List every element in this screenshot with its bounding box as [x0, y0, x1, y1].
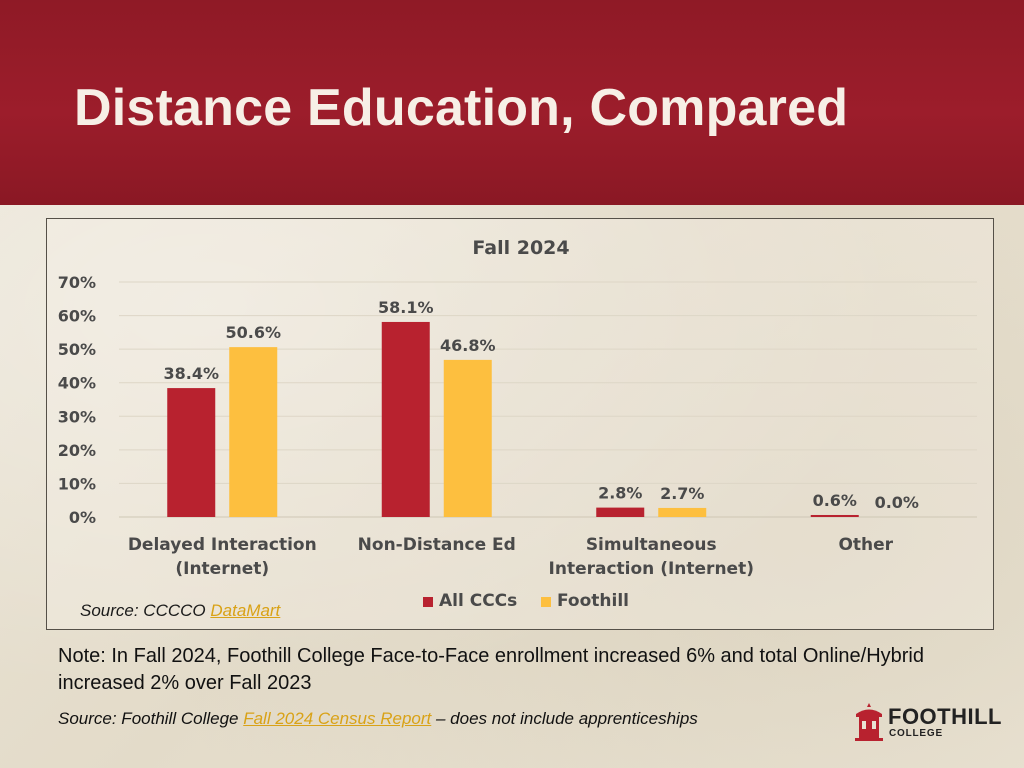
- footer-source-suffix: – does not include apprenticeships: [431, 709, 698, 728]
- legend-label: All CCCs: [439, 591, 517, 611]
- bar-all-cccs: [381, 321, 430, 517]
- tower-icon: [855, 703, 883, 741]
- logo-wordmark: FOOTHILL: [888, 704, 1002, 729]
- bar-all-cccs: [810, 514, 859, 517]
- data-label: 2.8%: [598, 484, 642, 503]
- data-label: 38.4%: [163, 364, 219, 383]
- data-label: 46.8%: [440, 336, 496, 355]
- legend-swatch: [541, 597, 551, 607]
- category-label: Non-Distance Ed: [358, 535, 516, 555]
- category-label: Other: [838, 535, 893, 555]
- y-tick-label: 50%: [58, 340, 96, 359]
- census-report-link[interactable]: Fall 2024 Census Report: [243, 709, 432, 728]
- y-tick-label: 60%: [58, 307, 96, 326]
- bar-foothill: [658, 507, 707, 517]
- data-label: 2.7%: [660, 484, 704, 503]
- chart-source-prefix: Source: CCCCO: [80, 601, 211, 620]
- bar-chart: Fall 2024 0% 10% 20% 30% 40% 50% 60% 70% 38.4% 50.…: [58, 237, 977, 611]
- legend-swatch: [423, 597, 433, 607]
- footer-source-prefix: Source: Foothill College: [58, 709, 244, 728]
- category-label: Interaction (Internet): [549, 559, 754, 579]
- slide-title: Distance Education, Compared: [74, 79, 849, 137]
- legend-label: Foothill: [557, 591, 629, 611]
- category-label: (Internet): [175, 559, 269, 579]
- footer-source: Source: Foothill College Fall 2024 Censu…: [58, 709, 698, 729]
- foothill-logo: FOOTHILL COLLEGE: [852, 700, 1002, 744]
- chart-frame: Fall 2024 0% 10% 20% 30% 40% 50% 60% 70% 38.4% 50.…: [46, 218, 994, 630]
- bar-all-cccs: [596, 507, 645, 517]
- data-label: 0.6%: [813, 491, 857, 510]
- y-tick-label: 20%: [58, 441, 96, 460]
- y-tick-label: 70%: [58, 273, 96, 292]
- bar-foothill: [443, 359, 492, 517]
- category-label: Simultaneous: [586, 535, 717, 555]
- logo-subtext: COLLEGE: [889, 728, 943, 739]
- data-label: 50.6%: [225, 323, 281, 342]
- data-label: 58.1%: [378, 298, 434, 317]
- bar-all-cccs: [167, 388, 216, 517]
- data-label: 0.0%: [875, 493, 919, 512]
- y-tick-label: 40%: [58, 374, 96, 393]
- chart-title: Fall 2024: [472, 237, 569, 259]
- y-tick-label: 0%: [69, 508, 96, 527]
- y-tick-label: 10%: [58, 474, 96, 493]
- note-text: Note: In Fall 2024, Foothill College Fac…: [58, 645, 924, 694]
- chart-source: Source: CCCCO DataMart: [80, 601, 280, 621]
- category-label: Delayed Interaction: [128, 535, 317, 555]
- title-banner: Distance Education, Compared: [0, 0, 1024, 205]
- datamart-link[interactable]: DataMart: [210, 601, 281, 620]
- y-tick-label: 30%: [58, 407, 96, 426]
- bar-foothill: [229, 347, 278, 517]
